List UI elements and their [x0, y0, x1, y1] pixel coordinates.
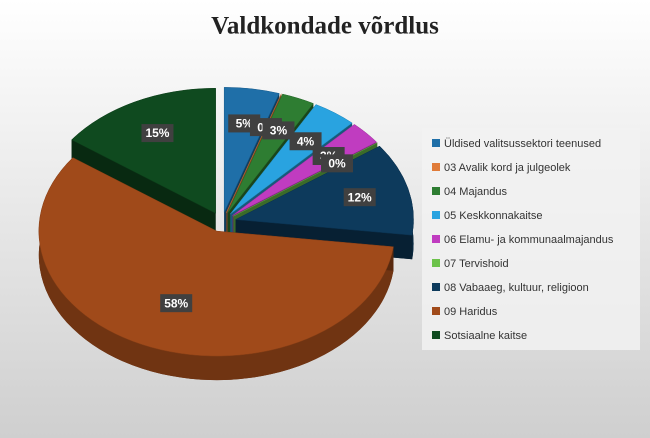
legend-swatch: [432, 235, 440, 243]
slice: [230, 104, 353, 215]
value-label: 12%: [348, 190, 372, 204]
slice: [38, 157, 394, 357]
slice: [226, 93, 282, 213]
legend-label: 03 Avalik kord ja julgeolek: [444, 162, 571, 174]
legend-box: [422, 128, 640, 350]
legend-swatch: [432, 283, 440, 291]
legend-swatch: [432, 163, 440, 171]
value-label-box: [141, 124, 174, 143]
legend-swatch: [432, 139, 440, 147]
legend-label: 04 Majandus: [444, 186, 507, 198]
legend-swatch: [432, 307, 440, 315]
legend-label: 05 Keskkonnakaitse: [444, 210, 542, 222]
slice: [233, 142, 378, 217]
slice-wall: [71, 88, 216, 238]
value-label-box: [262, 121, 295, 140]
legend-label: Sotsiaalne kaitse: [444, 330, 527, 342]
value-label: 15%: [145, 126, 169, 140]
value-label: 5%: [236, 117, 254, 131]
value-label-box: [160, 294, 193, 313]
value-label-box: [343, 188, 376, 207]
chart-title: Valdkondade võrdlus: [211, 13, 439, 40]
value-label: 0%: [328, 157, 346, 171]
legend-label: 06 Elamu- ja kommunaalmajandus: [444, 234, 614, 246]
slice: [71, 88, 216, 214]
legend-swatch: [432, 187, 440, 195]
value-label: 3%: [270, 124, 288, 138]
legend-label: 08 Vabaaeg, kultuur, religioon: [444, 282, 589, 294]
legend-swatch: [432, 331, 440, 339]
legend-label: 09 Haridus: [444, 306, 498, 318]
value-label: 58%: [164, 296, 188, 310]
legend-swatch: [432, 259, 440, 267]
slice: [234, 145, 414, 236]
legend-label: 07 Tervishoid: [444, 258, 509, 270]
value-label: 4%: [297, 134, 315, 148]
value-label-box: [321, 154, 354, 173]
value-label-box: [289, 132, 322, 151]
legend-label: Üldised valitsussektori teenused: [444, 138, 601, 150]
legend-swatch: [432, 211, 440, 219]
